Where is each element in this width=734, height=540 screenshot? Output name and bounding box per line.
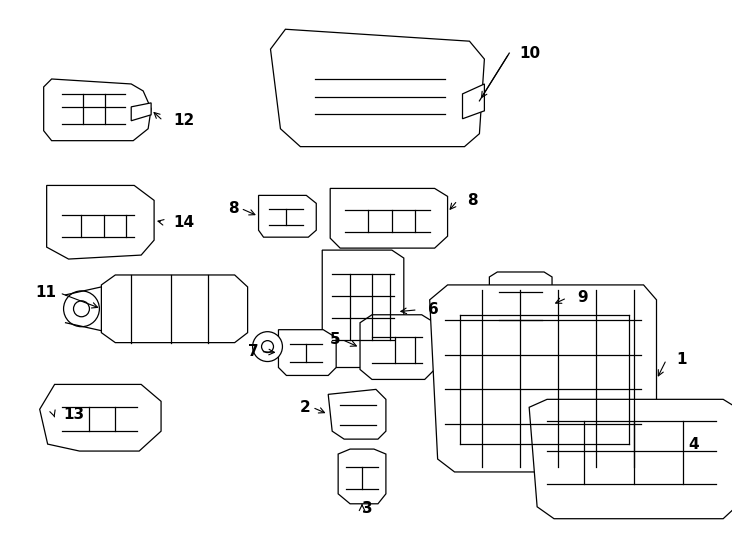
Polygon shape bbox=[47, 185, 154, 259]
Polygon shape bbox=[43, 79, 151, 140]
Text: 8: 8 bbox=[468, 193, 478, 208]
Text: 12: 12 bbox=[173, 113, 195, 129]
Text: 7: 7 bbox=[248, 344, 258, 359]
Text: 11: 11 bbox=[36, 285, 57, 300]
Polygon shape bbox=[131, 103, 151, 121]
Circle shape bbox=[73, 301, 90, 317]
Polygon shape bbox=[338, 449, 386, 504]
Circle shape bbox=[252, 332, 283, 361]
Polygon shape bbox=[40, 384, 161, 451]
Polygon shape bbox=[278, 330, 336, 375]
Text: 9: 9 bbox=[577, 291, 587, 305]
Polygon shape bbox=[490, 272, 552, 338]
Polygon shape bbox=[322, 250, 404, 368]
Polygon shape bbox=[271, 29, 484, 147]
Polygon shape bbox=[529, 400, 734, 519]
Text: 13: 13 bbox=[64, 407, 84, 422]
Text: 8: 8 bbox=[228, 201, 239, 216]
Polygon shape bbox=[330, 188, 448, 248]
Text: 5: 5 bbox=[330, 332, 340, 347]
Text: 14: 14 bbox=[173, 215, 194, 230]
Text: 2: 2 bbox=[299, 400, 310, 415]
Text: 6: 6 bbox=[428, 302, 438, 318]
Circle shape bbox=[261, 341, 274, 353]
Polygon shape bbox=[258, 195, 316, 237]
Polygon shape bbox=[462, 84, 484, 119]
Text: 3: 3 bbox=[362, 501, 373, 516]
Text: 4: 4 bbox=[688, 437, 699, 451]
Polygon shape bbox=[429, 285, 656, 472]
Circle shape bbox=[64, 291, 99, 327]
Text: 1: 1 bbox=[677, 352, 687, 367]
Polygon shape bbox=[101, 275, 247, 342]
Polygon shape bbox=[328, 389, 386, 439]
Text: 10: 10 bbox=[519, 45, 540, 60]
Polygon shape bbox=[360, 315, 435, 380]
